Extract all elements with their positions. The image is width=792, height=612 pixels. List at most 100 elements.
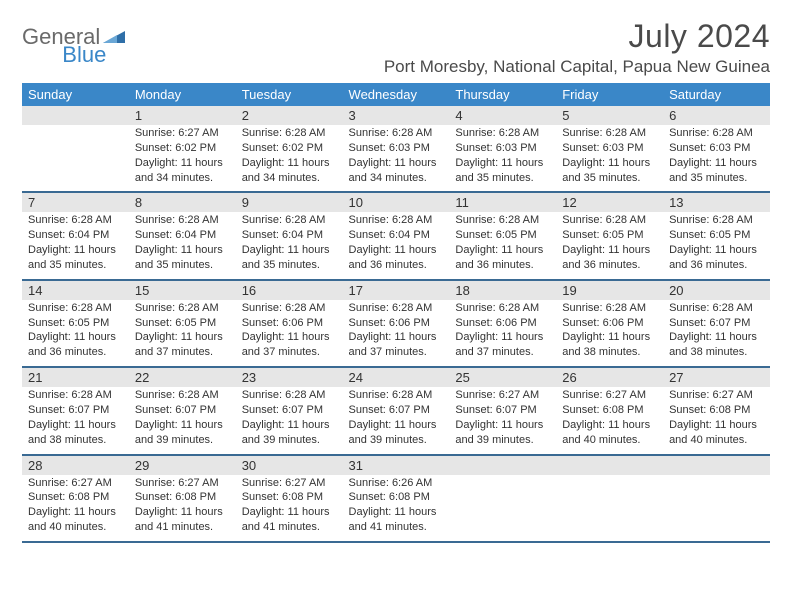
day-detail-cell: Sunrise: 6:28 AMSunset: 6:05 PMDaylight:…	[129, 300, 236, 367]
sunset-text: Sunset: 6:07 PM	[349, 403, 444, 418]
sunset-text: Sunset: 6:04 PM	[242, 228, 337, 243]
day-number-cell: 27	[663, 368, 770, 387]
sunset-text: Sunset: 6:05 PM	[28, 316, 123, 331]
day-detail-cell: Sunrise: 6:28 AMSunset: 6:03 PMDaylight:…	[343, 125, 450, 192]
daylight-text: Daylight: 11 hours and 35 minutes.	[135, 243, 230, 273]
day-number-cell: 1	[129, 106, 236, 125]
day-detail-cell: Sunrise: 6:27 AMSunset: 6:02 PMDaylight:…	[129, 125, 236, 192]
day-number-cell: 12	[556, 193, 663, 212]
sunrise-text: Sunrise: 6:28 AM	[28, 388, 123, 403]
day-number-cell: 23	[236, 368, 343, 387]
calendar-table: Sunday Monday Tuesday Wednesday Thursday…	[22, 83, 770, 543]
sunrise-text: Sunrise: 6:27 AM	[28, 476, 123, 491]
daylight-text: Daylight: 11 hours and 37 minutes.	[455, 330, 550, 360]
sunrise-text: Sunrise: 6:28 AM	[349, 213, 444, 228]
sunrise-text: Sunrise: 6:27 AM	[669, 388, 764, 403]
day-detail-cell: Sunrise: 6:28 AMSunset: 6:07 PMDaylight:…	[236, 387, 343, 454]
daylight-text: Daylight: 11 hours and 36 minutes.	[669, 243, 764, 273]
sunset-text: Sunset: 6:02 PM	[242, 141, 337, 156]
day-detail-row: Sunrise: 6:28 AMSunset: 6:05 PMDaylight:…	[22, 300, 770, 367]
sunrise-text: Sunrise: 6:28 AM	[455, 213, 550, 228]
sunset-text: Sunset: 6:03 PM	[562, 141, 657, 156]
daylight-text: Daylight: 11 hours and 35 minutes.	[242, 243, 337, 273]
sunrise-text: Sunrise: 6:27 AM	[242, 476, 337, 491]
sunset-text: Sunset: 6:06 PM	[349, 316, 444, 331]
daylight-text: Daylight: 11 hours and 35 minutes.	[562, 156, 657, 186]
daylight-text: Daylight: 11 hours and 38 minutes.	[28, 418, 123, 448]
day-detail-row: Sunrise: 6:28 AMSunset: 6:07 PMDaylight:…	[22, 387, 770, 454]
day-number-cell: 29	[129, 456, 236, 475]
logo-mark-icon	[103, 26, 125, 49]
day-detail-row: Sunrise: 6:27 AMSunset: 6:08 PMDaylight:…	[22, 475, 770, 542]
day-number-cell: 31	[343, 456, 450, 475]
sunset-text: Sunset: 6:06 PM	[242, 316, 337, 331]
day-number-cell: 9	[236, 193, 343, 212]
day-detail-cell: Sunrise: 6:28 AMSunset: 6:04 PMDaylight:…	[129, 212, 236, 279]
day-number-cell: 28	[22, 456, 129, 475]
day-number-cell	[22, 106, 129, 125]
day-number-cell: 18	[449, 281, 556, 300]
daylight-text: Daylight: 11 hours and 38 minutes.	[669, 330, 764, 360]
sunset-text: Sunset: 6:06 PM	[455, 316, 550, 331]
daylight-text: Daylight: 11 hours and 36 minutes.	[562, 243, 657, 273]
day-number-cell: 20	[663, 281, 770, 300]
day-detail-cell	[663, 475, 770, 542]
daylight-text: Daylight: 11 hours and 39 minutes.	[242, 418, 337, 448]
sunset-text: Sunset: 6:06 PM	[562, 316, 657, 331]
day-number-cell: 21	[22, 368, 129, 387]
daylight-text: Daylight: 11 hours and 38 minutes.	[562, 330, 657, 360]
sunset-text: Sunset: 6:05 PM	[135, 316, 230, 331]
sunrise-text: Sunrise: 6:28 AM	[455, 126, 550, 141]
sunset-text: Sunset: 6:07 PM	[135, 403, 230, 418]
day-number-cell: 15	[129, 281, 236, 300]
sunrise-text: Sunrise: 6:27 AM	[135, 476, 230, 491]
day-detail-cell: Sunrise: 6:28 AMSunset: 6:06 PMDaylight:…	[343, 300, 450, 367]
page-title: July 2024	[384, 18, 770, 55]
day-header: Thursday	[449, 83, 556, 106]
sunrise-text: Sunrise: 6:27 AM	[135, 126, 230, 141]
sunrise-text: Sunrise: 6:28 AM	[135, 301, 230, 316]
day-detail-cell	[556, 475, 663, 542]
day-header: Friday	[556, 83, 663, 106]
sunset-text: Sunset: 6:04 PM	[349, 228, 444, 243]
sunset-text: Sunset: 6:08 PM	[28, 490, 123, 505]
day-number-cell: 14	[22, 281, 129, 300]
sunrise-text: Sunrise: 6:28 AM	[242, 213, 337, 228]
day-detail-cell: Sunrise: 6:28 AMSunset: 6:04 PMDaylight:…	[22, 212, 129, 279]
day-detail-cell: Sunrise: 6:27 AMSunset: 6:08 PMDaylight:…	[129, 475, 236, 542]
sunrise-text: Sunrise: 6:28 AM	[669, 126, 764, 141]
day-detail-cell: Sunrise: 6:28 AMSunset: 6:06 PMDaylight:…	[236, 300, 343, 367]
sunrise-text: Sunrise: 6:28 AM	[242, 301, 337, 316]
day-detail-cell: Sunrise: 6:27 AMSunset: 6:08 PMDaylight:…	[663, 387, 770, 454]
sunset-text: Sunset: 6:07 PM	[455, 403, 550, 418]
sunset-text: Sunset: 6:08 PM	[242, 490, 337, 505]
daylight-text: Daylight: 11 hours and 36 minutes.	[455, 243, 550, 273]
sunrise-text: Sunrise: 6:28 AM	[242, 388, 337, 403]
day-number-row: 21222324252627	[22, 368, 770, 387]
day-detail-cell: Sunrise: 6:27 AMSunset: 6:08 PMDaylight:…	[22, 475, 129, 542]
day-number-cell: 2	[236, 106, 343, 125]
logo-text-blue: Blue	[62, 42, 106, 68]
day-number-cell: 10	[343, 193, 450, 212]
daylight-text: Daylight: 11 hours and 37 minutes.	[135, 330, 230, 360]
sunset-text: Sunset: 6:07 PM	[28, 403, 123, 418]
day-number-row: 123456	[22, 106, 770, 125]
logo: General Blue	[22, 18, 152, 50]
day-detail-cell: Sunrise: 6:28 AMSunset: 6:07 PMDaylight:…	[129, 387, 236, 454]
daylight-text: Daylight: 11 hours and 35 minutes.	[455, 156, 550, 186]
day-number-cell: 8	[129, 193, 236, 212]
sunset-text: Sunset: 6:08 PM	[669, 403, 764, 418]
day-number-cell: 26	[556, 368, 663, 387]
daylight-text: Daylight: 11 hours and 37 minutes.	[242, 330, 337, 360]
sunrise-text: Sunrise: 6:27 AM	[455, 388, 550, 403]
daylight-text: Daylight: 11 hours and 39 minutes.	[455, 418, 550, 448]
day-detail-cell: Sunrise: 6:28 AMSunset: 6:05 PMDaylight:…	[663, 212, 770, 279]
daylight-text: Daylight: 11 hours and 34 minutes.	[135, 156, 230, 186]
day-detail-cell: Sunrise: 6:28 AMSunset: 6:03 PMDaylight:…	[449, 125, 556, 192]
daylight-text: Daylight: 11 hours and 40 minutes.	[669, 418, 764, 448]
day-number-cell: 17	[343, 281, 450, 300]
day-detail-cell	[22, 125, 129, 192]
sunset-text: Sunset: 6:02 PM	[135, 141, 230, 156]
day-detail-cell: Sunrise: 6:27 AMSunset: 6:08 PMDaylight:…	[556, 387, 663, 454]
title-block: July 2024 Port Moresby, National Capital…	[384, 18, 770, 77]
